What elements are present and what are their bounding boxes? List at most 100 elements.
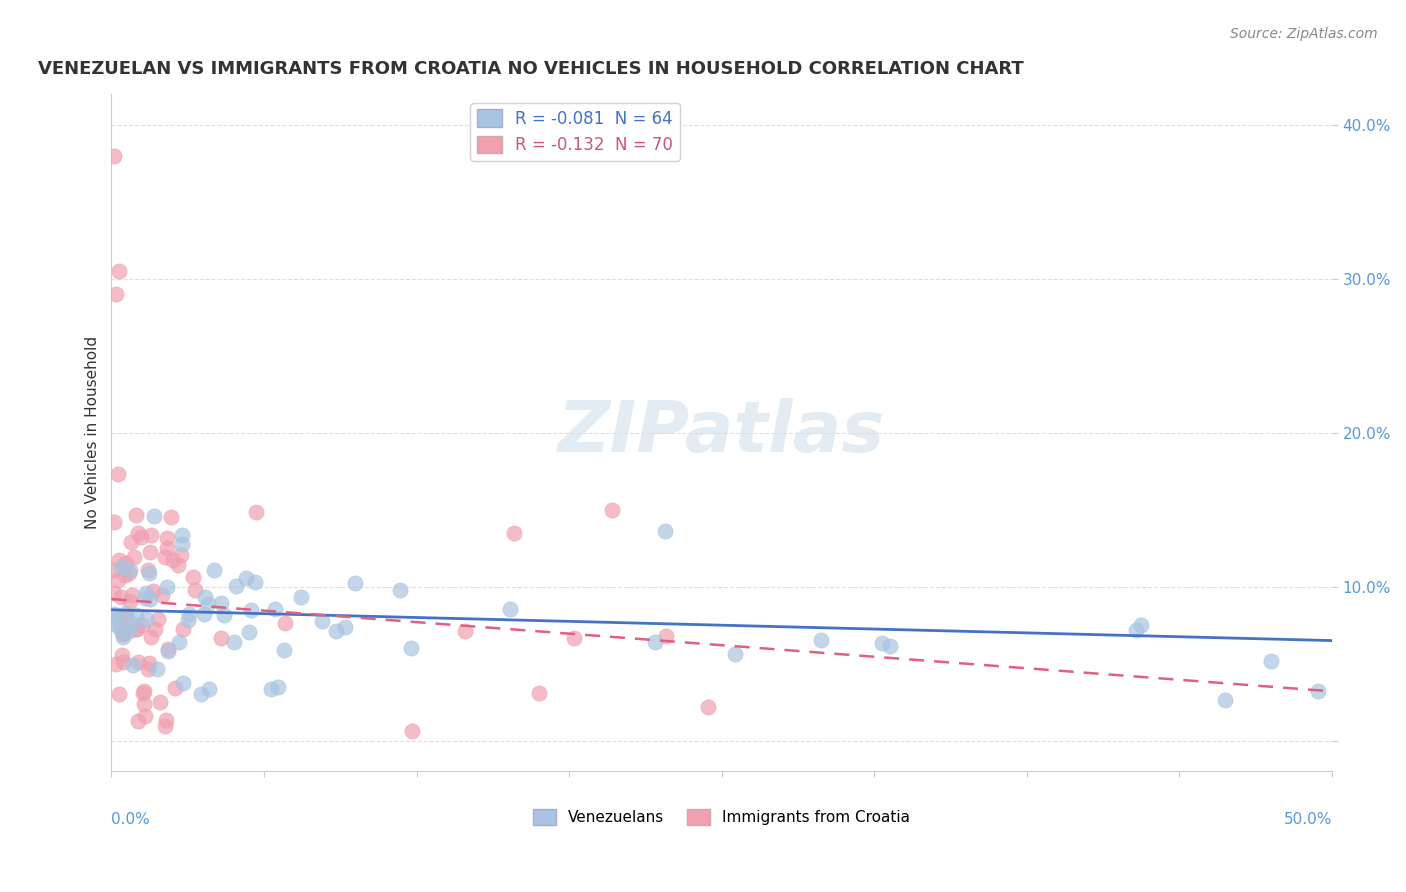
- Text: Source: ZipAtlas.com: Source: ZipAtlas.com: [1230, 27, 1378, 41]
- Point: [264, 602, 287, 616]
- Point: [103, 607, 125, 622]
- Point: [114, 567, 136, 582]
- Point: [155, 549, 177, 564]
- Point: [107, 467, 129, 481]
- Point: [120, 535, 142, 549]
- Point: [273, 642, 295, 657]
- Point: [194, 590, 217, 604]
- Point: [235, 571, 257, 585]
- Point: [654, 524, 676, 539]
- Point: [344, 576, 367, 591]
- Point: [138, 656, 160, 670]
- Point: [136, 563, 159, 577]
- Point: [238, 624, 260, 639]
- Point: [810, 632, 832, 647]
- Point: [156, 541, 179, 556]
- Point: [125, 508, 148, 522]
- Point: [132, 686, 155, 700]
- Point: [122, 657, 145, 672]
- Point: [107, 553, 129, 567]
- Point: [112, 625, 135, 640]
- Point: [135, 612, 157, 626]
- Point: [562, 631, 585, 645]
- Point: [132, 684, 155, 698]
- Point: [139, 631, 162, 645]
- Legend: Venezuelans, Immigrants from Croatia: Venezuelans, Immigrants from Croatia: [527, 803, 917, 831]
- Point: [156, 532, 179, 546]
- Point: [155, 719, 177, 733]
- Point: [198, 681, 221, 696]
- Point: [110, 623, 132, 637]
- Point: [498, 601, 520, 615]
- Point: [134, 698, 156, 712]
- Point: [143, 622, 166, 636]
- Point: [104, 657, 127, 671]
- Point: [124, 622, 146, 636]
- Point: [150, 588, 173, 602]
- Point: [165, 681, 187, 696]
- Point: [177, 607, 200, 622]
- Point: [103, 616, 125, 631]
- Point: [879, 640, 901, 654]
- Point: [146, 662, 169, 676]
- Point: [240, 603, 263, 617]
- Point: [118, 594, 141, 608]
- Point: [127, 526, 149, 541]
- Point: [1308, 684, 1330, 698]
- Point: [103, 149, 125, 163]
- Point: [167, 635, 190, 649]
- Point: [197, 597, 219, 611]
- Point: [172, 676, 194, 690]
- Point: [1125, 624, 1147, 638]
- Point: [110, 590, 132, 604]
- Point: [325, 624, 347, 638]
- Point: [142, 508, 165, 523]
- Point: [103, 515, 125, 529]
- Point: [110, 559, 132, 574]
- Point: [142, 584, 165, 599]
- Point: [225, 578, 247, 592]
- Point: [167, 558, 190, 572]
- Point: [193, 607, 215, 621]
- Point: [177, 613, 200, 627]
- Point: [127, 655, 149, 669]
- Point: [1260, 654, 1282, 668]
- Point: [105, 287, 128, 301]
- Point: [125, 622, 148, 636]
- Point: [122, 550, 145, 565]
- Point: [118, 566, 141, 581]
- Point: [190, 687, 212, 701]
- Point: [107, 264, 129, 278]
- Point: [135, 586, 157, 600]
- Point: [139, 545, 162, 559]
- Point: [136, 662, 159, 676]
- Point: [118, 563, 141, 577]
- Point: [170, 537, 193, 551]
- Point: [103, 563, 125, 577]
- Point: [870, 635, 893, 649]
- Point: [115, 556, 138, 570]
- Point: [290, 590, 312, 604]
- Point: [131, 617, 153, 632]
- Text: 50.0%: 50.0%: [1284, 812, 1331, 827]
- Point: [697, 699, 720, 714]
- Point: [333, 620, 356, 634]
- Point: [122, 617, 145, 632]
- Point: [181, 570, 204, 584]
- Point: [156, 642, 179, 657]
- Point: [245, 505, 267, 519]
- Point: [139, 591, 162, 606]
- Point: [202, 563, 225, 577]
- Point: [600, 503, 623, 517]
- Point: [222, 635, 245, 649]
- Point: [121, 588, 143, 602]
- Point: [644, 634, 666, 648]
- Text: ZIPatlas: ZIPatlas: [558, 399, 886, 467]
- Point: [114, 611, 136, 625]
- Point: [107, 574, 129, 588]
- Point: [388, 582, 411, 597]
- Point: [399, 640, 422, 655]
- Point: [209, 596, 232, 610]
- Point: [654, 629, 676, 643]
- Point: [111, 648, 134, 663]
